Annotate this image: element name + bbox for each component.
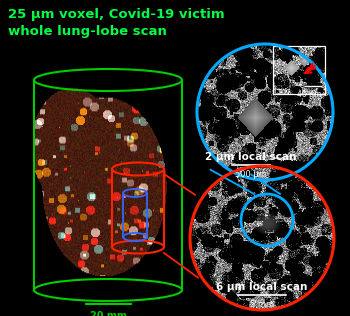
Text: 20 mm: 20 mm [90,311,126,316]
Text: 5 mm: 5 mm [250,300,274,309]
Text: 500 μm: 500 μm [235,170,267,179]
Text: 25 μm voxel, Covid-19 victim
whole lung-lobe scan: 25 μm voxel, Covid-19 victim whole lung-… [8,8,225,38]
Bar [273,46,325,94]
Text: 6 μm local scan: 6 μm local scan [216,282,308,292]
Text: 2 μm local scan: 2 μm local scan [205,152,297,162]
Text: 40 μm: 40 μm [297,90,321,99]
